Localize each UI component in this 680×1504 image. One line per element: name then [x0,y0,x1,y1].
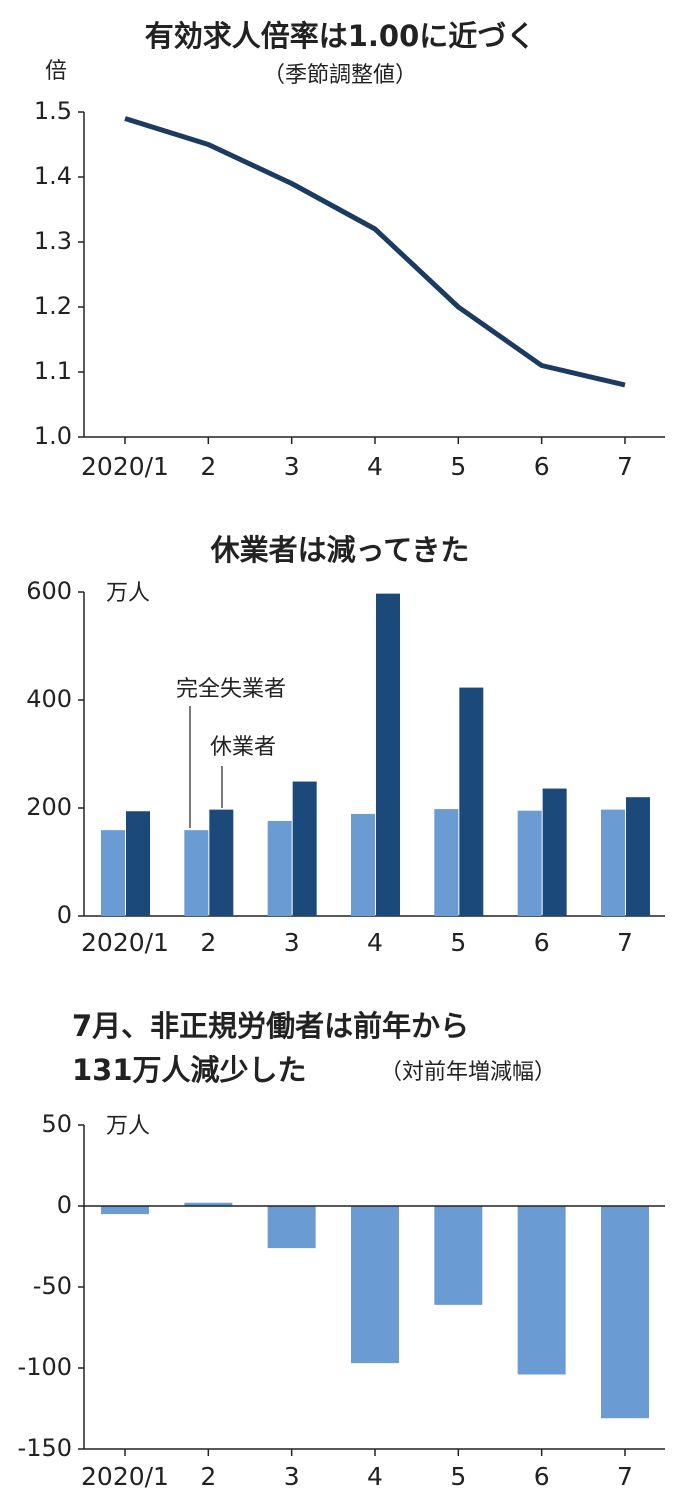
chart-title: 有効求人倍率は1.00に近づく [145,19,536,53]
x-tick-label: 5 [450,452,466,481]
x-tick-label: 3 [284,1462,300,1491]
y-unit: 万人 [106,581,150,606]
x-tick-label: 2020/1 [81,1462,169,1491]
y-tick-label: 1.2 [34,292,72,320]
x-tick-label: 2020/1 [81,928,169,957]
bar [267,1206,316,1249]
bar [126,811,150,916]
y-tick-label: 1.1 [34,357,72,385]
x-tick-label: 4 [367,1462,383,1491]
y-tick-label: -150 [18,1434,72,1462]
x-tick-label: 7 [617,1462,633,1491]
y-tick-label: 400 [26,685,72,713]
bar [600,1206,649,1419]
bar [184,1202,233,1206]
y-tick-label: 0 [57,901,72,929]
bar [350,1206,399,1364]
x-tick-label: 3 [284,452,300,481]
y-unit: 万人 [106,1114,150,1139]
series-label: 完全失業者 [176,677,286,702]
bar [101,1206,149,1215]
chart-title: 131万人減少した [72,1053,307,1087]
bar [517,1206,566,1375]
bar [459,687,484,916]
bar [625,797,650,916]
bar [434,1206,483,1305]
y-tick-label: -50 [33,1272,72,1300]
chart-title: 休業者は減ってきた [210,533,470,567]
chart-subtitle: （対前年増減幅） [380,1060,556,1085]
x-tick-label: 6 [534,1462,550,1491]
x-tick-label: 2 [200,452,216,481]
bar [517,810,542,916]
x-tick-label: 2020/1 [81,452,169,481]
bar [434,809,459,916]
x-tick-label: 5 [450,928,466,957]
x-tick-label: 7 [617,452,633,481]
bar [209,809,234,916]
x-tick-label: 2 [200,928,216,957]
y-tick-label: 1.3 [34,227,72,255]
bar [375,593,400,916]
bar [184,830,209,916]
x-tick-label: 7 [617,928,633,957]
y-tick-label: 1.5 [34,97,72,125]
bar [600,809,625,916]
bar [267,820,292,916]
line [124,116,626,388]
x-tick-label: 3 [284,928,300,957]
bar [350,813,375,916]
y-unit: 倍 [45,59,67,84]
chart-subtitle: （季節調整値） [263,63,417,88]
x-tick-label: 2 [200,1462,216,1491]
x-tick-label: 6 [534,452,550,481]
y-tick-label: 1.4 [34,162,72,190]
bar [101,830,125,916]
y-tick-label: 0 [57,1191,72,1219]
x-tick-label: 6 [534,928,550,957]
x-tick-label: 5 [450,1462,466,1491]
x-tick-label: 4 [367,928,383,957]
chart-title: 7月、非正規労働者は前年から [72,1009,469,1043]
y-tick-label: 600 [26,577,72,605]
y-tick-label: -100 [18,1353,72,1381]
y-tick-label: 200 [26,793,72,821]
bar [292,781,317,916]
y-tick-label: 1.0 [34,422,72,450]
series-label: 休業者 [210,735,276,760]
bar [542,788,567,916]
y-tick-label: 50 [41,1110,72,1138]
x-tick-label: 4 [367,452,383,481]
